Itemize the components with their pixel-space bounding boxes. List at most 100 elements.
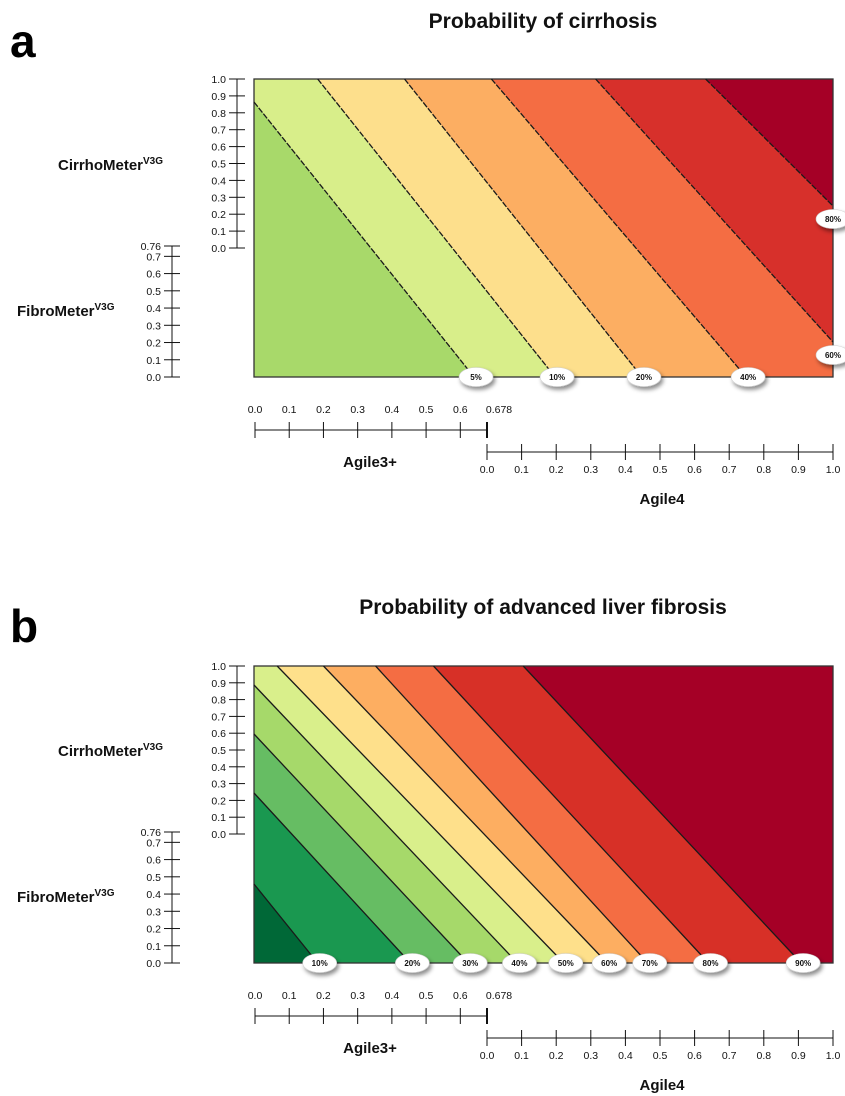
contour-label-text: 60% <box>601 959 617 968</box>
axes-a: 1.0 0.9 0.8 0.7 0.6 0.5 0.4 0.3 0.2 0.1 0.0 CirrhoM… <box>17 74 840 508</box>
agile4-tick-label: 0.9 <box>791 464 806 476</box>
contour-label-90%: 90% <box>785 953 821 973</box>
cirrhometer-tick-label: 0.7 <box>211 125 226 137</box>
contour-line-60% <box>323 665 608 964</box>
cirrhometer-tick-label: 0.7 <box>211 711 226 723</box>
fibrometer-tick-label: 0.5 <box>146 872 161 884</box>
agile3-tick-label: 0.6 <box>453 990 468 1002</box>
agile4-tick-label: 1.0 <box>826 1050 841 1062</box>
contour-line-60% <box>595 78 834 343</box>
contour-line-40% <box>253 684 518 964</box>
contour-label-text: 20% <box>636 373 652 382</box>
agile4-tick-label: 0.8 <box>756 1050 771 1062</box>
plot-area-a <box>253 78 834 378</box>
contour-label-text: 10% <box>312 959 328 968</box>
contour-line-80% <box>433 665 709 964</box>
agile3-tick-label: 0.2 <box>316 990 331 1002</box>
contour-labels-a: 5% 10% 20% 40% 60% 80% <box>458 209 845 387</box>
contour-label-text: 70% <box>642 959 658 968</box>
contour-label-text: 80% <box>825 215 841 224</box>
agile3-axis-label: Agile3+ <box>343 454 397 471</box>
contour-label-text: 60% <box>825 351 841 360</box>
contour-label-text: 90% <box>795 959 811 968</box>
contour-line-40% <box>490 78 747 378</box>
agile3-tick-label: 0.5 <box>419 990 434 1002</box>
agile4-tick-label: 0.6 <box>687 1050 702 1062</box>
cirrhometer-axis-label: CirrhoMeterV3G <box>58 742 163 760</box>
agile4-tick-label: 0.6 <box>687 464 702 476</box>
agile3-tick-label: 0.5 <box>419 404 434 416</box>
fibrometer-tick-label: 0.7 <box>146 837 161 849</box>
cirrhometer-tick-label: 0.6 <box>211 142 226 154</box>
contour-label-50%: 50% <box>548 953 584 973</box>
axes-b: 1.0 0.9 0.8 0.7 0.6 0.5 0.4 0.3 0.2 0.1 0.0 CirrhoM… <box>17 661 840 1094</box>
fibrometer-tick-label: 0.3 <box>146 320 161 332</box>
cirrhometer-tick-label: 0.5 <box>211 159 226 171</box>
agile3-tick-label: 0.0 <box>248 990 263 1002</box>
fibrometer-tick-label: 0.1 <box>146 355 161 367</box>
fibrometer-tick-label: 0.2 <box>146 338 161 350</box>
contour-label-bubble <box>502 953 537 973</box>
contour-label-bubble <box>591 953 627 973</box>
cirrhometer-tick-label: 0.0 <box>211 829 226 841</box>
contour-label-bubble <box>458 367 494 387</box>
contour-label-bubble <box>395 953 430 973</box>
agile4-tick-label: 0.3 <box>583 464 598 476</box>
cirrhometer-tick-label: 0.8 <box>211 695 226 707</box>
chart-title-a: Probability of cirrhosis <box>429 10 658 33</box>
cirrhometer-tick-label: 0.9 <box>211 678 226 690</box>
fibrometer-axis-sup: V3G <box>95 888 115 899</box>
cirrhometer-tick-label: 1.0 <box>211 74 226 86</box>
contour-label-80%: 80% <box>693 953 728 973</box>
contour-line-10% <box>317 78 556 378</box>
cirrhometer-tick-label: 0.2 <box>211 795 226 807</box>
contour-label-40%: 40% <box>730 367 766 387</box>
contour-label-bubble <box>539 367 575 387</box>
agile3-axis-label: Agile3+ <box>343 1040 397 1057</box>
agile3-tick-label: 0.0 <box>248 404 263 416</box>
cirrhometer-tick-label: 0.8 <box>211 108 226 120</box>
agile3-tick-label: 0.3 <box>350 990 365 1002</box>
contour-label-70%: 70% <box>632 953 668 973</box>
agile4-tick-label: 0.5 <box>653 464 668 476</box>
contour-label-text: 80% <box>703 959 719 968</box>
agile4-tick-label: 0.2 <box>549 1050 564 1062</box>
contour-label-bubble <box>632 953 668 973</box>
fibrometer-tick-label: 0.6 <box>146 269 161 281</box>
chart-title-b: Probability of advanced liver fibrosis <box>359 596 727 619</box>
agile3-tick-label: 0.4 <box>385 990 400 1002</box>
agile4-tick-label: 0.4 <box>618 1050 633 1062</box>
cirrhometer-tick-label: 0.4 <box>211 175 226 187</box>
cirrhometer-axis-sup: V3G <box>143 742 163 753</box>
agile3-tick-label: 0.4 <box>385 404 400 416</box>
fibrometer-tick-label: 0.5 <box>146 286 161 298</box>
plot-area-b <box>253 665 834 964</box>
agile4-tick-label: 0.5 <box>653 1050 668 1062</box>
contour-label-10%: 10% <box>539 367 575 387</box>
contour-label-text: 10% <box>549 373 565 382</box>
contour-label-20%: 20% <box>626 367 662 387</box>
contour-label-bubble <box>815 209 845 229</box>
contour-label-bubble <box>815 345 845 365</box>
agile4-tick-label: 0.7 <box>722 464 737 476</box>
fibrometer-axis-label: FibroMeterV3G <box>17 302 115 320</box>
cirrhometer-tick-label: 0.3 <box>211 192 226 204</box>
agile4-tick-label: 0.0 <box>480 464 495 476</box>
agile3-tick-label: 0.1 <box>282 990 297 1002</box>
cirrhometer-tick-label: 1.0 <box>211 661 226 673</box>
fibrometer-tick-label: 0.7 <box>146 251 161 263</box>
agile4-tick-label: 0.9 <box>791 1050 806 1062</box>
contour-label-60%: 60% <box>815 345 845 365</box>
fibrometer-tick-label: 0.3 <box>146 906 161 918</box>
cirrhometer-tick-label: 0.1 <box>211 812 226 824</box>
contour-label-text: 40% <box>740 373 756 382</box>
agile4-axis-label: Agile4 <box>639 491 685 508</box>
contour-label-bubble <box>693 953 728 973</box>
cirrhometer-axis-label: CirrhoMeterV3G <box>58 156 163 174</box>
contour-label-bubble <box>302 953 337 973</box>
fibrometer-tick-label: 0.4 <box>146 303 161 315</box>
fibrometer-tick-label: 0.6 <box>146 855 161 867</box>
agile3-tick-label: 0.6 <box>453 404 468 416</box>
cirrhometer-tick-label: 0.5 <box>211 745 226 757</box>
fibrometer-tick-label: 0.76 <box>141 827 162 839</box>
